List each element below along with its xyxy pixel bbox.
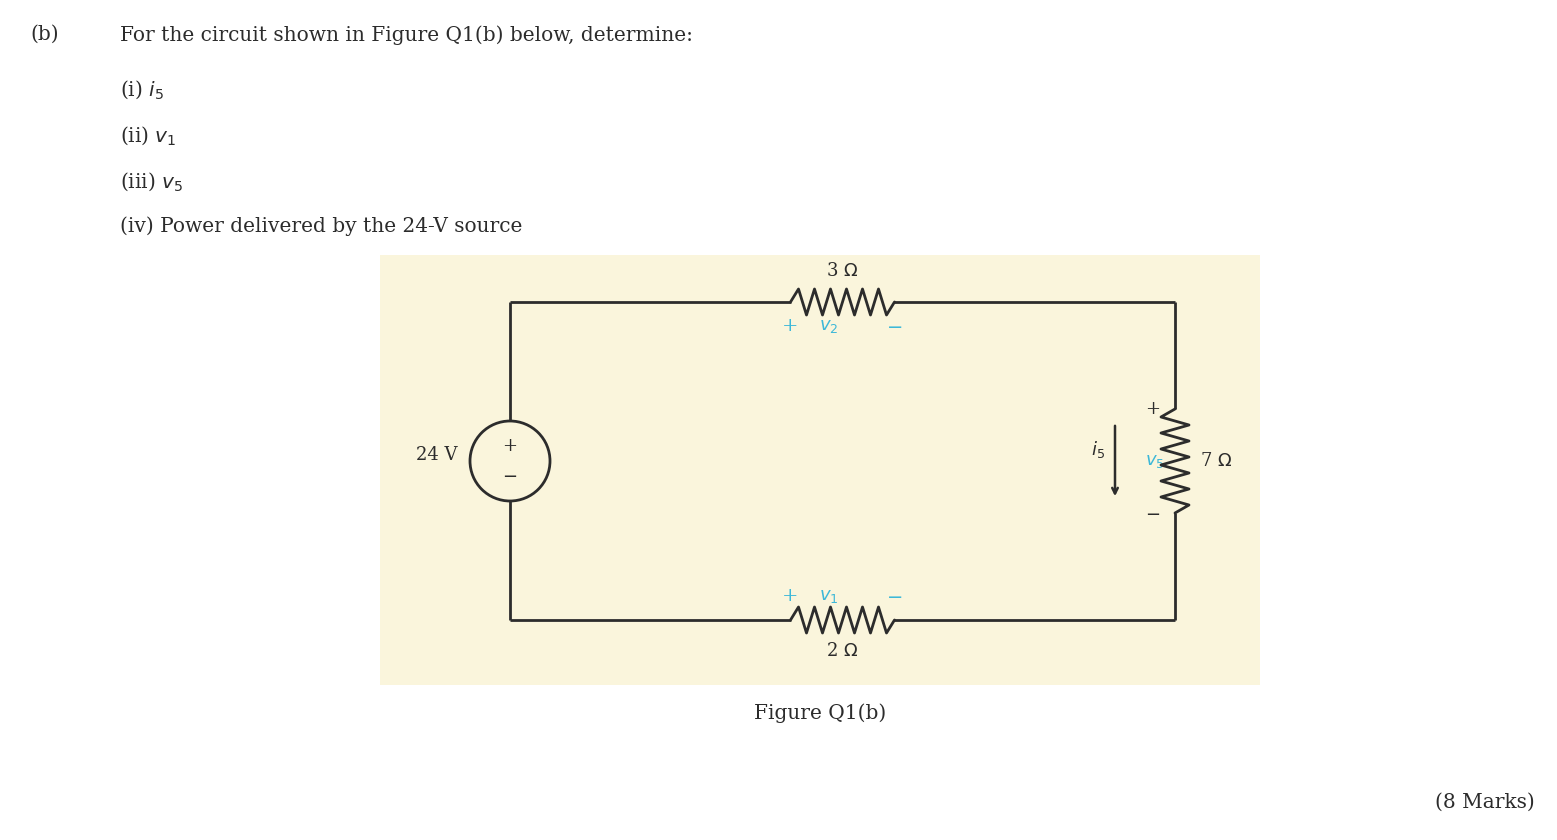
Text: (iv) Power delivered by the 24-V source: (iv) Power delivered by the 24-V source (120, 216, 523, 236)
Bar (380, 255, 1260, 685)
Text: +: + (1146, 400, 1160, 418)
Text: $-$: $-$ (886, 587, 903, 605)
Text: $-$: $-$ (1146, 504, 1160, 522)
Text: +: + (503, 437, 517, 455)
Text: 7 $\Omega$: 7 $\Omega$ (1200, 452, 1232, 470)
Text: $v_5$: $v_5$ (1146, 452, 1165, 470)
Text: $v_1$: $v_1$ (819, 587, 838, 605)
Text: Figure Q1(b): Figure Q1(b) (754, 703, 886, 722)
Text: (8 Marks): (8 Marks) (1436, 793, 1535, 812)
Text: (b): (b) (30, 25, 59, 44)
Text: 3 $\Omega$: 3 $\Omega$ (827, 262, 858, 280)
Text: For the circuit shown in Figure Q1(b) below, determine:: For the circuit shown in Figure Q1(b) be… (120, 25, 693, 45)
Text: $-$: $-$ (503, 466, 517, 484)
Text: 2 $\Omega$: 2 $\Omega$ (827, 642, 858, 660)
Text: +: + (782, 317, 799, 335)
Circle shape (470, 421, 550, 501)
Text: 24 V: 24 V (417, 446, 458, 464)
Text: (ii) $v_1$: (ii) $v_1$ (120, 124, 176, 147)
Text: (iii) $v_5$: (iii) $v_5$ (120, 170, 184, 192)
Text: +: + (782, 587, 799, 605)
Text: $v_2$: $v_2$ (819, 317, 838, 335)
Text: $i_5$: $i_5$ (1091, 438, 1105, 459)
Text: (i) $i_5$: (i) $i_5$ (120, 78, 163, 101)
Text: $-$: $-$ (886, 317, 903, 335)
